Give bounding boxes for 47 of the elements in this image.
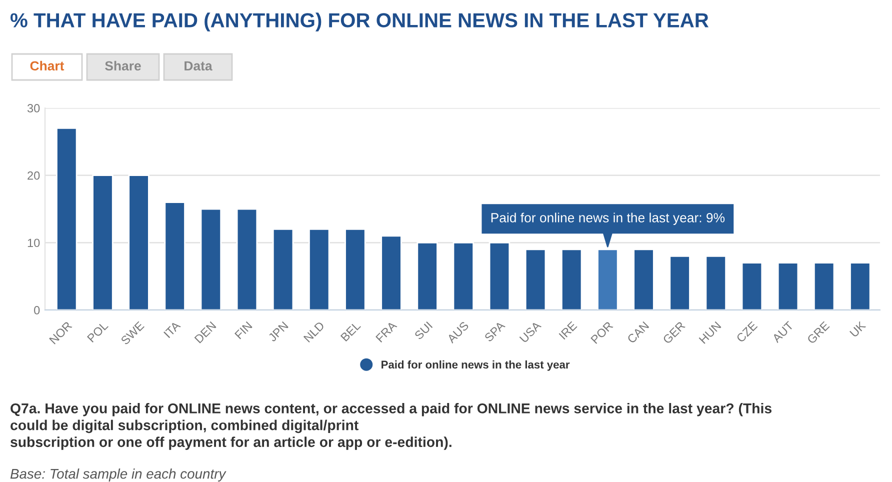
bar [524,248,546,310]
bar [850,262,871,310]
bar [128,174,150,310]
bar [236,208,258,310]
bar [380,235,402,310]
y-tick-label: 0 [34,306,40,314]
text: Chart [30,60,64,71]
x-tick-label: NLD [303,321,325,342]
bar [560,248,582,310]
text: Data [184,61,212,71]
bar [633,248,654,310]
x-tick-label: IRE [558,321,578,340]
x-tick-label: FIN [234,321,252,340]
bar [741,262,763,310]
text: Base: Total sample in each country [10,468,226,482]
chart-title: % THAT HAVE PAID (ANYTHING) FOR ONLINE NEWS IN THE LAST YEAR [10,12,709,32]
y-tick-label: 30 [27,104,40,112]
legend-label: Paid for online news in the last year [382,360,570,371]
bar [92,174,114,310]
bar [669,255,690,310]
text: Q7a. Have you paid for ONLINE news content, or accessed a paid for ONLINE news service in the last year? (This could be digital subscription, combined digital/print subscription or one off payment for an article or app or e-edition). [10,403,772,450]
x-tick-label: BEL [340,321,361,342]
bar [200,208,222,310]
bar [164,202,186,310]
x-tick-label: POL [86,320,109,343]
bar [416,242,438,310]
bar [272,228,294,310]
bar [452,242,474,310]
y-tick-label: 10 [28,238,40,248]
bar [308,228,330,310]
bar [777,262,799,310]
annotation: Paid for online news in the last year: 9% [491,212,725,225]
x-tick-label: FRA [376,320,398,342]
x-tick-label: SUI [414,321,433,340]
x-tick-label: USA [519,320,542,344]
x-tick-label: UK [850,320,866,338]
bar [705,255,726,310]
x-tick-label: ITA [164,320,181,338]
y-tick-label: 20 [28,171,40,180]
x-tick-label: SPA [484,320,506,342]
bar [344,228,366,310]
bar [597,248,618,310]
bar [813,262,835,310]
x-tick-label: JPN [268,321,289,342]
bar [488,242,510,310]
bar [56,128,78,310]
text: Share [105,60,141,71]
